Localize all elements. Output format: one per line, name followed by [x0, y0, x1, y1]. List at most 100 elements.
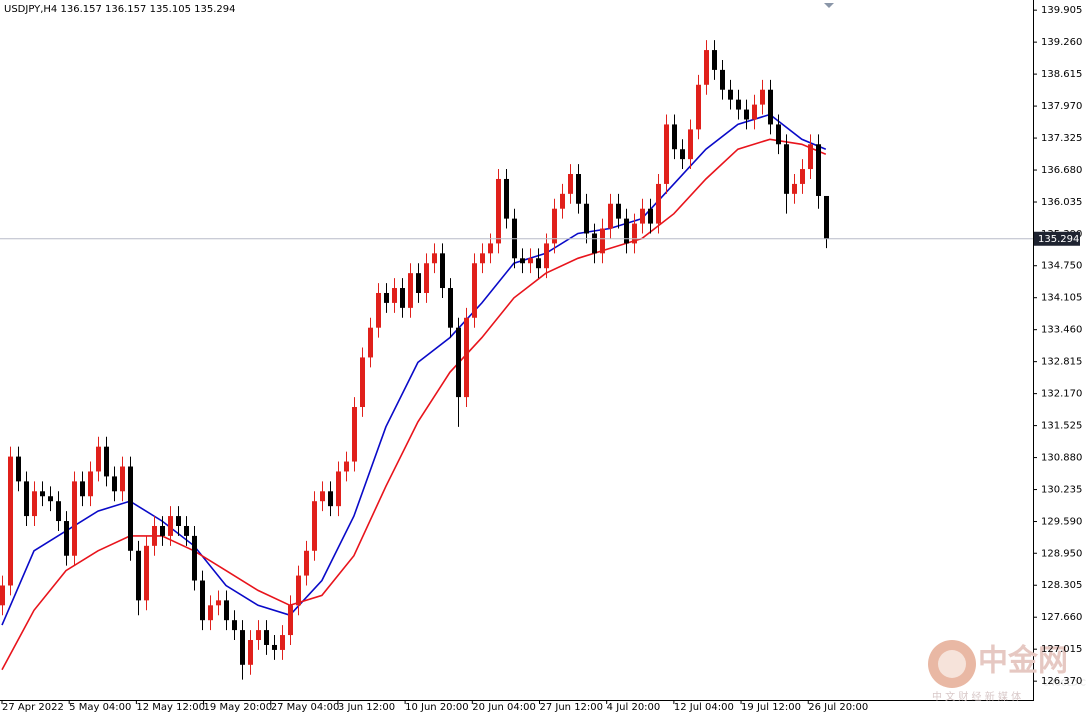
candle-body — [488, 243, 493, 254]
candle-body — [200, 580, 205, 621]
candle-body — [16, 456, 21, 482]
candle-body — [296, 575, 301, 606]
moving-average-line — [1, 138, 827, 671]
y-tick-label: 133.460 — [1041, 325, 1082, 336]
candle-body — [48, 496, 53, 502]
candle-body — [672, 124, 677, 150]
y-tick-label: 138.615 — [1041, 69, 1082, 80]
candle-body — [120, 466, 125, 492]
candle-body — [408, 273, 413, 308]
candle-body — [456, 327, 461, 398]
candle-body — [256, 630, 261, 641]
candle-body — [400, 288, 405, 308]
x-tick-label: 19 Jul 12:00 — [741, 702, 801, 713]
candle-body — [136, 550, 141, 601]
watermark-site: CNGOLD.CN — [1043, 679, 1086, 688]
candle-body — [480, 253, 485, 264]
candle-body — [376, 292, 381, 328]
candle-body — [280, 635, 285, 650]
x-tick-label: 12 May 12:00 — [136, 702, 205, 713]
watermark-brand: 中金网 — [978, 644, 1068, 679]
y-tick-label: 131.525 — [1041, 421, 1082, 432]
y-tick-label: 139.905 — [1041, 5, 1082, 16]
candle-body — [152, 525, 157, 546]
candle-body — [344, 461, 349, 472]
candle-body — [240, 630, 245, 665]
candle-body — [784, 144, 789, 194]
candle-body — [448, 288, 453, 328]
candle-body — [88, 471, 93, 497]
candle-body — [424, 263, 429, 293]
x-tick-label: 5 May 04:00 — [69, 702, 131, 713]
candle-body — [776, 124, 781, 145]
candle-body — [720, 69, 725, 90]
candle-body — [64, 521, 69, 556]
x-tick-label: 27 May 04:00 — [271, 702, 340, 713]
x-tick-label: 19 May 20:00 — [204, 702, 273, 713]
candle-body — [144, 545, 149, 601]
candle-body — [824, 195, 829, 239]
candle-body — [576, 174, 581, 204]
candle-body — [616, 203, 621, 219]
candle-body — [184, 525, 189, 536]
candle-body — [104, 446, 109, 477]
y-tick-label: 134.105 — [1041, 293, 1082, 304]
x-tick-label: 12 Jul 04:00 — [674, 702, 734, 713]
x-tick-label: 20 Jun 04:00 — [472, 702, 536, 713]
candle-body — [232, 620, 237, 631]
candle-body — [432, 253, 437, 264]
y-tick-label: 132.170 — [1041, 389, 1082, 400]
candle-body — [384, 292, 389, 303]
candle-body — [552, 208, 557, 244]
watermark-slogan: 中 文 财 经 新 媒 体 — [932, 690, 1021, 703]
candle-body — [272, 644, 277, 650]
candle-body — [648, 208, 653, 224]
candle-body — [600, 228, 605, 254]
candle-body — [536, 258, 541, 269]
candle-body — [0, 585, 5, 606]
x-tick-label: 27 Jun 12:00 — [539, 702, 603, 713]
header-high: 136.157 — [105, 4, 146, 15]
candle-body — [768, 89, 773, 125]
candle-body — [360, 357, 365, 408]
candle-body — [472, 263, 477, 318]
candle-body — [216, 600, 221, 606]
candle-body — [96, 446, 101, 472]
candle-body — [792, 183, 797, 194]
candle-body — [632, 223, 637, 244]
candle-body — [560, 193, 565, 209]
y-tick-label: 130.235 — [1041, 485, 1082, 496]
candle-body — [608, 203, 613, 229]
watermark-logo-inner — [938, 650, 966, 678]
candle-body — [224, 600, 229, 621]
candle-body — [416, 273, 421, 293]
symbol: USDJPY,H4 — [4, 4, 57, 15]
y-tick-label: 137.325 — [1041, 133, 1082, 144]
candle-body — [176, 516, 181, 526]
x-tick-label: 4 Jul 20:00 — [607, 702, 661, 713]
candle-body — [624, 218, 629, 244]
candle-body — [496, 178, 501, 244]
y-tick-label: 127.015 — [1041, 644, 1082, 655]
candle-body — [728, 89, 733, 100]
candle-body — [688, 129, 693, 160]
candle-body — [640, 208, 645, 224]
candle-body — [704, 50, 709, 85]
candle-body — [56, 501, 61, 522]
candle-body — [264, 630, 269, 645]
candle-body — [680, 149, 685, 160]
y-tick-label: 126.370 — [1041, 676, 1082, 687]
candle-body — [440, 253, 445, 289]
y-tick-label: 127.660 — [1041, 612, 1082, 623]
candle-body — [24, 481, 29, 517]
y-tick-label: 128.305 — [1041, 580, 1082, 591]
y-tick-label: 130.880 — [1041, 453, 1082, 464]
candle-body — [752, 104, 757, 120]
y-tick-label: 132.815 — [1041, 357, 1082, 368]
candle-body — [744, 109, 749, 120]
last-price-label: 135.294 — [1038, 234, 1079, 245]
candle-body — [208, 605, 213, 621]
moving-average-line — [1, 113, 827, 626]
